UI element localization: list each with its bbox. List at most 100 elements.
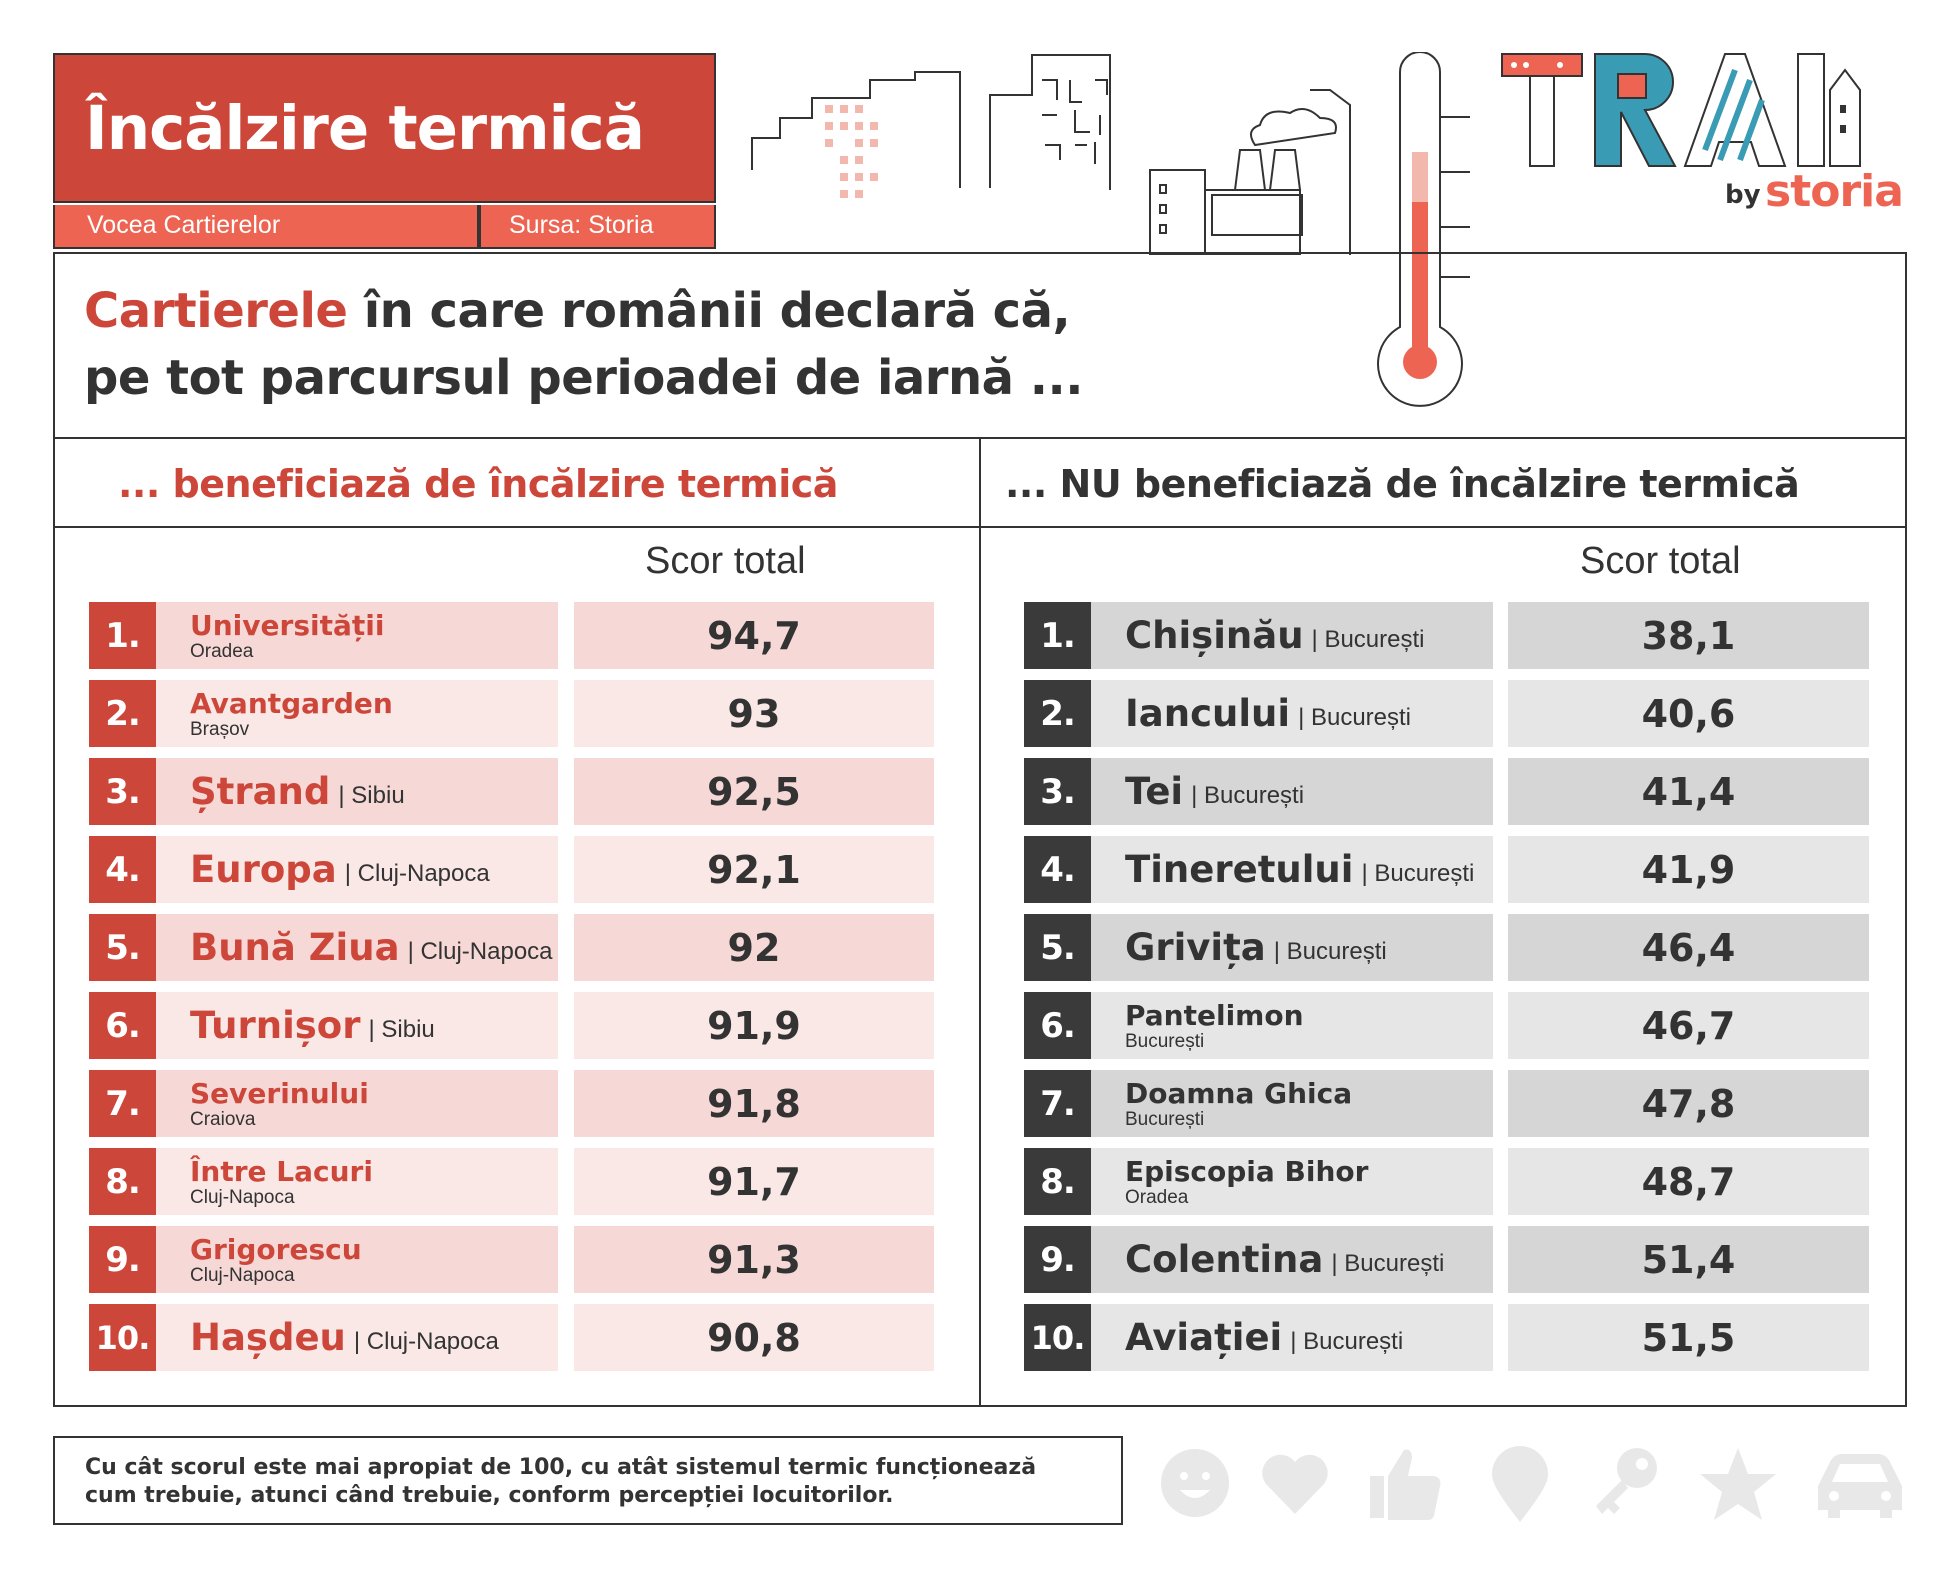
table-row: 8. Între Lacuri Cluj-Napoca 91,7	[89, 1148, 934, 1215]
left-column-heading: ... beneficiază de încălzire termică	[118, 462, 838, 506]
neighborhood-name: Severinului	[190, 1077, 369, 1110]
neighborhood-cell: Doamna Ghica București	[1091, 1070, 1493, 1137]
neighborhood-name: Ștrand	[190, 770, 331, 813]
neighborhood-cell: Turnișor | Sibiu	[156, 992, 558, 1059]
score-cell: 46,7	[1508, 992, 1869, 1059]
score-cell: 48,7	[1508, 1148, 1869, 1215]
city-name: Cluj-Napoca	[190, 1187, 295, 1208]
rank-badge: 8.	[89, 1148, 156, 1215]
car-icon	[1818, 1454, 1902, 1518]
neighborhood-cell: Severinului Craiova	[156, 1070, 558, 1137]
score-cell: 91,8	[574, 1070, 934, 1137]
neighborhood-name: Europa	[190, 848, 337, 891]
neighborhood-cell: Între Lacuri Cluj-Napoca	[156, 1148, 558, 1215]
neighborhood-name: Bună Ziua	[190, 926, 400, 969]
neighborhood-name: Doamna Ghica	[1125, 1077, 1353, 1110]
storia-brand-label: storia	[1765, 166, 1904, 217]
city-name: | Cluj-Napoca	[407, 937, 553, 965]
column-divider	[979, 437, 981, 1407]
rank-badge: 9.	[1024, 1226, 1091, 1293]
city-name: București	[1125, 1031, 1205, 1052]
heading-highlight: Cartierele	[84, 283, 348, 339]
score-cell: 41,4	[1508, 758, 1869, 825]
score-cell: 91,3	[574, 1226, 934, 1293]
city-name: Cluj-Napoca	[190, 1265, 295, 1286]
table-row: 8. Episcopia Bihor Oradea 48,7	[1024, 1148, 1869, 1215]
neighborhood-cell: Colentina | București	[1091, 1226, 1493, 1293]
source-label-box: Sursa: Storia	[479, 205, 716, 249]
neighborhood-cell: Chișinău | București	[1091, 602, 1493, 669]
table-row: 4. Tineretului | București 41,9	[1024, 836, 1869, 903]
rank-badge: 10.	[1024, 1304, 1091, 1371]
neighborhood-cell: Ștrand | Sibiu	[156, 758, 558, 825]
score-cell: 47,8	[1508, 1070, 1869, 1137]
neighborhood-cell: Episcopia Bihor Oradea	[1091, 1148, 1493, 1215]
neighborhood-name: Între Lacuri	[190, 1155, 373, 1188]
rank-badge: 9.	[89, 1226, 156, 1293]
table-row: 6. Pantelimon București 46,7	[1024, 992, 1869, 1059]
series-label-box: Vocea Cartierelor	[53, 205, 479, 249]
rank-badge: 8.	[1024, 1148, 1091, 1215]
rank-badge: 6.	[89, 992, 156, 1059]
score-cell: 94,7	[574, 602, 934, 669]
city-name: București	[1125, 1109, 1205, 1130]
score-cell: 92,1	[574, 836, 934, 903]
neighborhood-name: Grivița	[1125, 926, 1266, 969]
score-cell: 92,5	[574, 758, 934, 825]
neighborhood-name: Episcopia Bihor	[1125, 1155, 1369, 1188]
neighborhood-cell: Tineretului | București	[1091, 836, 1493, 903]
page-title: Încălzire termică	[85, 93, 645, 164]
neighborhood-cell: Pantelimon București	[1091, 992, 1493, 1059]
city-name: | București	[1273, 937, 1387, 965]
city-name: | București	[1191, 781, 1305, 809]
table-row: 9. Grigorescu Cluj-Napoca 91,3	[89, 1226, 934, 1293]
neighborhood-name: Tineretului	[1125, 848, 1354, 891]
neighborhood-name: Iancului	[1125, 692, 1291, 735]
city-name: Oradea	[1125, 1187, 1189, 1208]
score-cell: 38,1	[1508, 602, 1869, 669]
key-icon	[1596, 1448, 1657, 1514]
rank-badge: 7.	[89, 1070, 156, 1137]
score-cell: 91,7	[574, 1148, 934, 1215]
neighborhood-cell: Grigorescu Cluj-Napoca	[156, 1226, 558, 1293]
city-name: Oradea	[190, 641, 254, 662]
table-row: 7. Severinului Craiova 91,8	[89, 1070, 934, 1137]
rank-badge: 1.	[1024, 602, 1091, 669]
table-row: 4. Europa | Cluj-Napoca 92,1	[89, 836, 934, 903]
score-cell: 90,8	[574, 1304, 934, 1371]
rank-badge: 2.	[1024, 680, 1091, 747]
neighborhood-name: Universității	[190, 609, 385, 642]
score-cell: 46,4	[1508, 914, 1869, 981]
main-heading-line2: pe tot parcursul perioadei de iarnă ...	[84, 350, 1083, 406]
table-row: 3. Tei | București 41,4	[1024, 758, 1869, 825]
logo-by-label: by	[1725, 180, 1761, 210]
city-name: | Cluj-Napoca	[344, 859, 490, 887]
rank-badge: 5.	[1024, 914, 1091, 981]
score-cell: 91,9	[574, 992, 934, 1059]
neighborhood-cell: Universității Oradea	[156, 602, 558, 669]
score-cell: 92	[574, 914, 934, 981]
table-row: 9. Colentina | București 51,4	[1024, 1226, 1869, 1293]
neighborhood-cell: Hașdeu | Cluj-Napoca	[156, 1304, 558, 1371]
neighborhood-cell: Bună Ziua | Cluj-Napoca	[156, 914, 558, 981]
city-name: | București	[1361, 859, 1475, 887]
smiley-icon	[1161, 1449, 1229, 1517]
rank-badge: 4.	[1024, 836, 1091, 903]
neighborhood-name: Colentina	[1125, 1238, 1324, 1281]
score-cell: 93	[574, 680, 934, 747]
rank-badge: 5.	[89, 914, 156, 981]
table-row: 1. Chișinău | București 38,1	[1024, 602, 1869, 669]
explanation-note: Cu cât scorul este mai apropiat de 100, …	[53, 1436, 1123, 1525]
neighborhood-name: Tei	[1125, 770, 1184, 813]
note-line-1: Cu cât scorul este mai apropiat de 100, …	[85, 1455, 1037, 1480]
table-row: 7. Doamna Ghica București 47,8	[1024, 1070, 1869, 1137]
score-cell: 51,5	[1508, 1304, 1869, 1371]
heart-icon	[1262, 1454, 1328, 1514]
heading-rest: în care românii declară că,	[347, 283, 1071, 339]
thumbs-up-icon	[1370, 1449, 1441, 1520]
table-row: 5. Bună Ziua | Cluj-Napoca 92	[89, 914, 934, 981]
rank-badge: 3.	[1024, 758, 1091, 825]
city-name: | Sibiu	[338, 781, 405, 809]
rank-badge: 3.	[89, 758, 156, 825]
table-row: 3. Ștrand | Sibiu 92,5	[89, 758, 934, 825]
